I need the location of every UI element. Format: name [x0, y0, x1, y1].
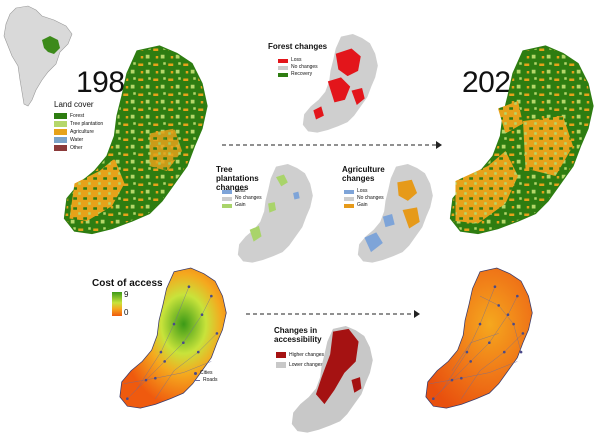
cost-of-access-gradient-bar [112, 292, 122, 316]
legend-item-tree-plantation: Tree plantation [54, 120, 103, 128]
cost-of-access-title: Cost of access [92, 278, 163, 289]
legend-item-other: Other [54, 144, 103, 152]
agriculture-changes-title: Agriculture changes [342, 165, 385, 183]
legend-item-loss: Loss [344, 188, 384, 195]
tree-plantations-changes-legend: Loss No changes Gain [222, 188, 262, 209]
legend-item-forest: Forest [54, 112, 103, 120]
legend-item-loss: Loss [222, 188, 262, 195]
accessibility-changes-legend: Higher changes Lower changes [276, 350, 324, 370]
forest-changes-legend: Loss No changes Recovery [278, 57, 318, 78]
agriculture-changes-legend: Loss No changes Gain [344, 188, 384, 209]
legend-item-higher-changes: Higher changes [276, 350, 324, 360]
land-cover-legend: Land cover Forest Tree plantation Agricu… [54, 100, 103, 152]
legend-item-no-changes: No changes [278, 64, 318, 71]
south-america-locator-map [3, 5, 73, 107]
tree-plantations-changes-title: Tree plantations changes [216, 165, 259, 192]
forest-changes-title: Forest changes [268, 42, 328, 51]
cost-of-access-point-legend: Cities Roads [194, 370, 217, 384]
accessibility-changes-map [291, 326, 373, 433]
legend-item-gain: Gain [222, 202, 262, 209]
legend-item-recovery: Recovery [278, 71, 318, 78]
accessibility-changes-title: Changes in accessibility [274, 326, 322, 344]
legend-item-gain: Gain [344, 202, 384, 209]
land-cover-map-1986 [63, 45, 208, 235]
legend-item-water: Water [54, 136, 103, 144]
cost-of-access-min-label: 0 [124, 308, 129, 317]
legend-item-agriculture: Agriculture [54, 128, 103, 136]
land-cover-legend-title: Land cover [54, 100, 94, 109]
legend-item-no-changes: No changes [344, 195, 384, 202]
legend-item-lower-changes: Lower changes [276, 360, 324, 370]
cost-of-access-map-1986 [119, 267, 227, 409]
cost-of-access-max-label: 9 [124, 290, 129, 299]
legend-item-loss: Loss [278, 57, 318, 64]
legend-item-cities: Cities [194, 370, 217, 377]
tree-plantations-changes-map [237, 164, 313, 263]
legend-item-no-changes: No changes [222, 195, 262, 202]
cost-of-access-map-2021 [425, 267, 533, 409]
forest-changes-map [302, 34, 378, 133]
land-cover-map-2021 [449, 45, 594, 235]
legend-item-roads: Roads [194, 377, 217, 384]
change-arrow-top [222, 141, 442, 149]
study-area-highlight [42, 36, 60, 54]
agriculture-changes-map [357, 164, 433, 263]
change-arrow-bottom [246, 310, 420, 318]
